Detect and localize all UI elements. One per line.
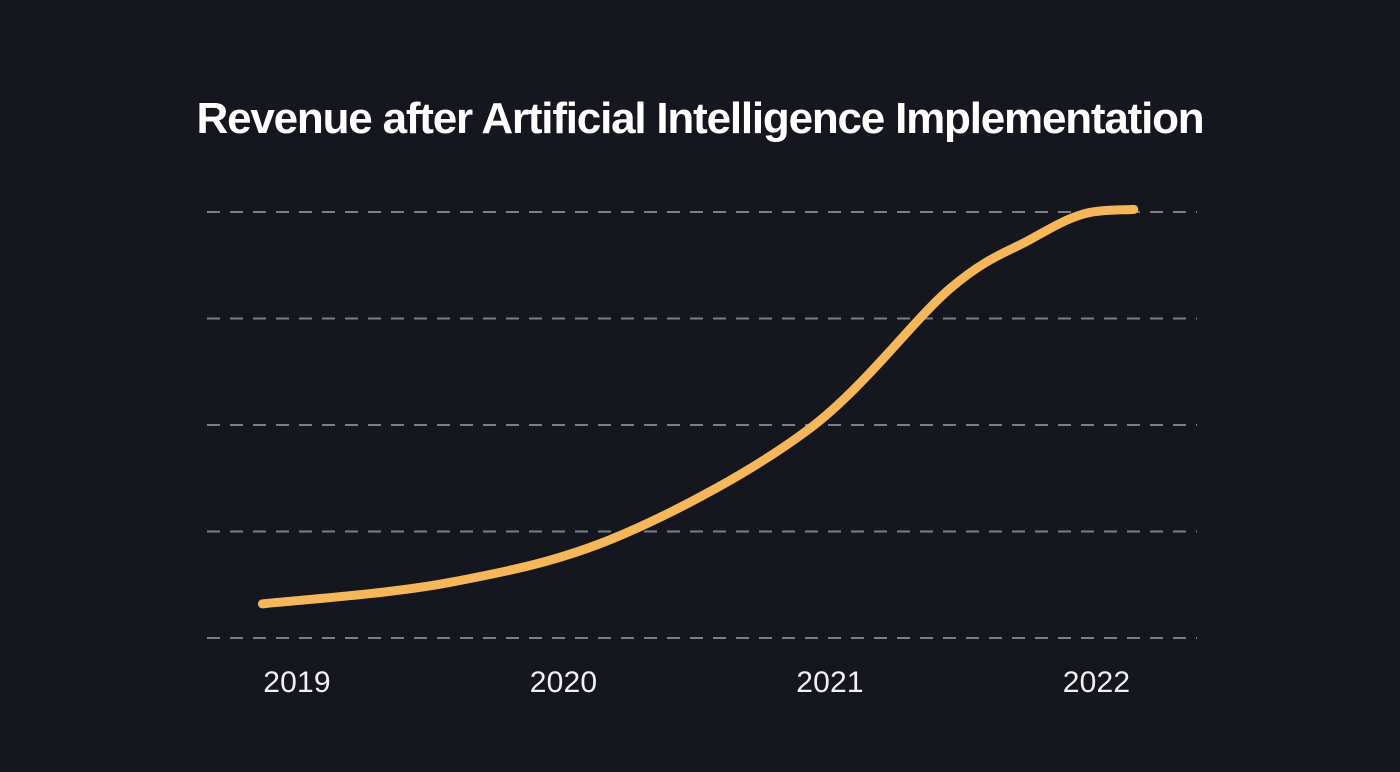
chart-title: Revenue after Artificial Intelligence Im… <box>196 94 1205 143</box>
gridlines-group <box>207 211 1197 639</box>
revenue-line <box>257 204 1139 609</box>
